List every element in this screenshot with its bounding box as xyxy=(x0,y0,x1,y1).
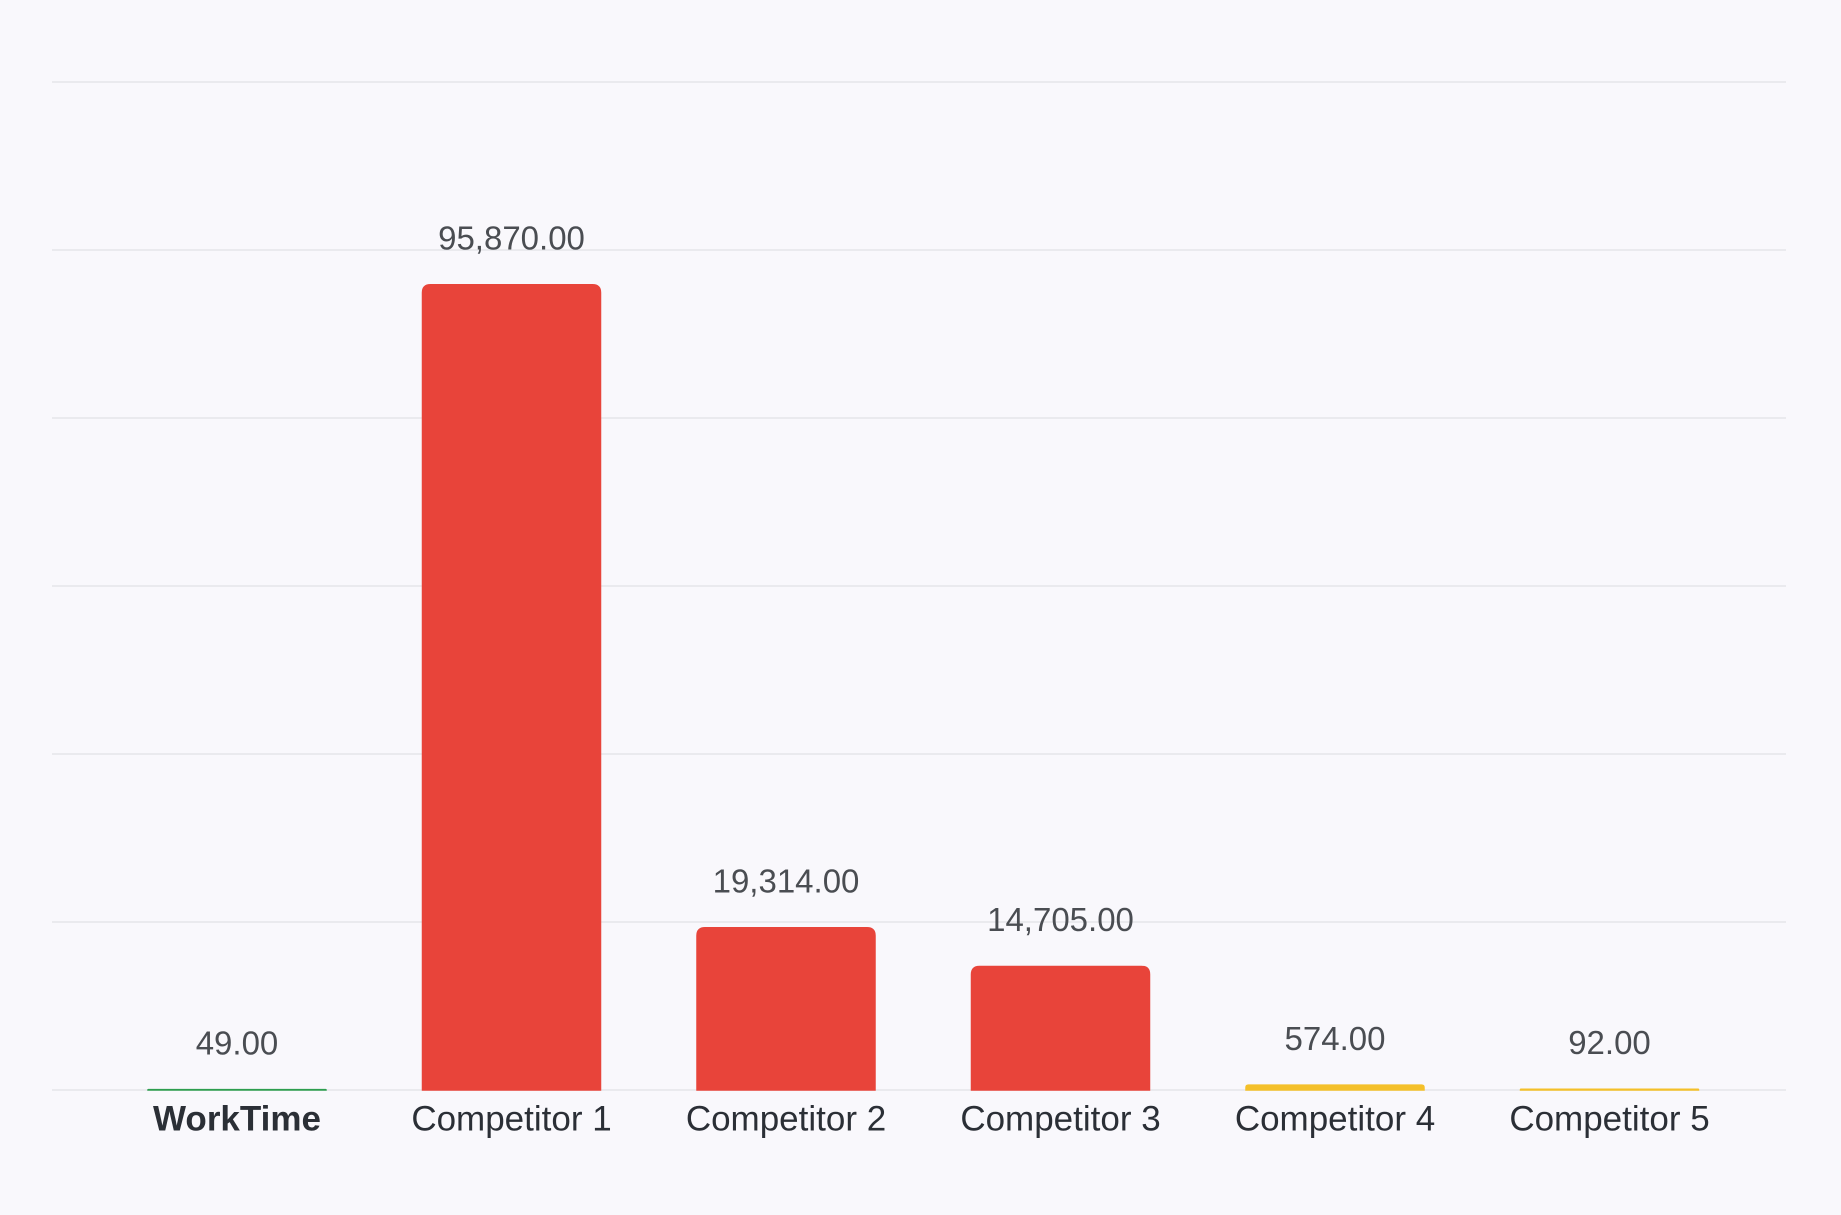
value-label: 49.00 xyxy=(196,1024,279,1061)
bar xyxy=(1245,1084,1425,1091)
x-tick-label: Competitor 4 xyxy=(1235,1099,1435,1138)
x-tick-label: WorkTime xyxy=(153,1099,321,1138)
value-label: 14,705.00 xyxy=(987,901,1134,938)
bar xyxy=(696,927,876,1091)
bar xyxy=(421,283,602,1091)
bar xyxy=(1519,1088,1700,1091)
value-label: 95,870.00 xyxy=(438,219,585,256)
x-tick-label: Competitor 3 xyxy=(960,1099,1160,1138)
value-label: 92.00 xyxy=(1568,1024,1651,1061)
x-tick-label: Competitor 1 xyxy=(411,1099,611,1138)
bar xyxy=(970,965,1151,1091)
value-label: 574.00 xyxy=(1285,1020,1386,1057)
x-tick-label: Competitor 2 xyxy=(686,1099,886,1138)
value-label: 19,314.00 xyxy=(713,862,860,899)
x-tick-label: Competitor 5 xyxy=(1509,1099,1709,1138)
